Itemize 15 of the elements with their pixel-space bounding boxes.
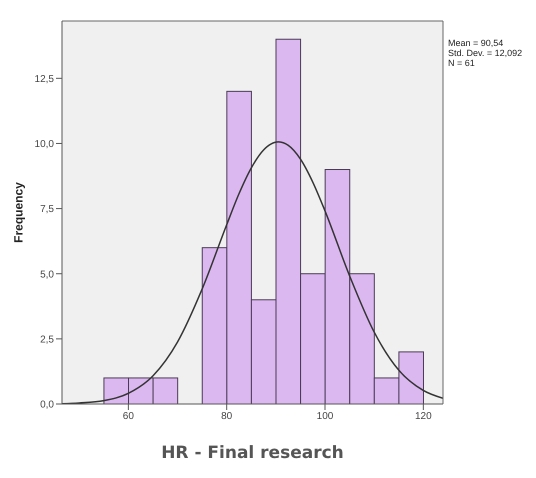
text: Mean = 90,54: [448, 38, 504, 48]
y-tick-label: 2,5: [40, 334, 54, 346]
text: Std. Dev. = 12,092: [448, 48, 522, 58]
x-tick-label: 80: [221, 411, 233, 422]
x-tick-label: 60: [122, 411, 134, 422]
x-tick-label: 120: [414, 411, 432, 422]
y-axis-title: Frequency: [11, 182, 26, 243]
y-tick-label: 10,0: [34, 139, 54, 150]
y-tick-label: 7,5: [40, 204, 54, 216]
x-tick-label: 100: [316, 411, 334, 422]
y-tick-label: 0,0: [40, 400, 54, 411]
y-tick-label: 12,5: [34, 74, 54, 85]
x-axis-title: HR - Final research: [161, 443, 344, 463]
y-tick-label: 5,0: [40, 269, 54, 280]
text: N = 61: [448, 58, 476, 68]
